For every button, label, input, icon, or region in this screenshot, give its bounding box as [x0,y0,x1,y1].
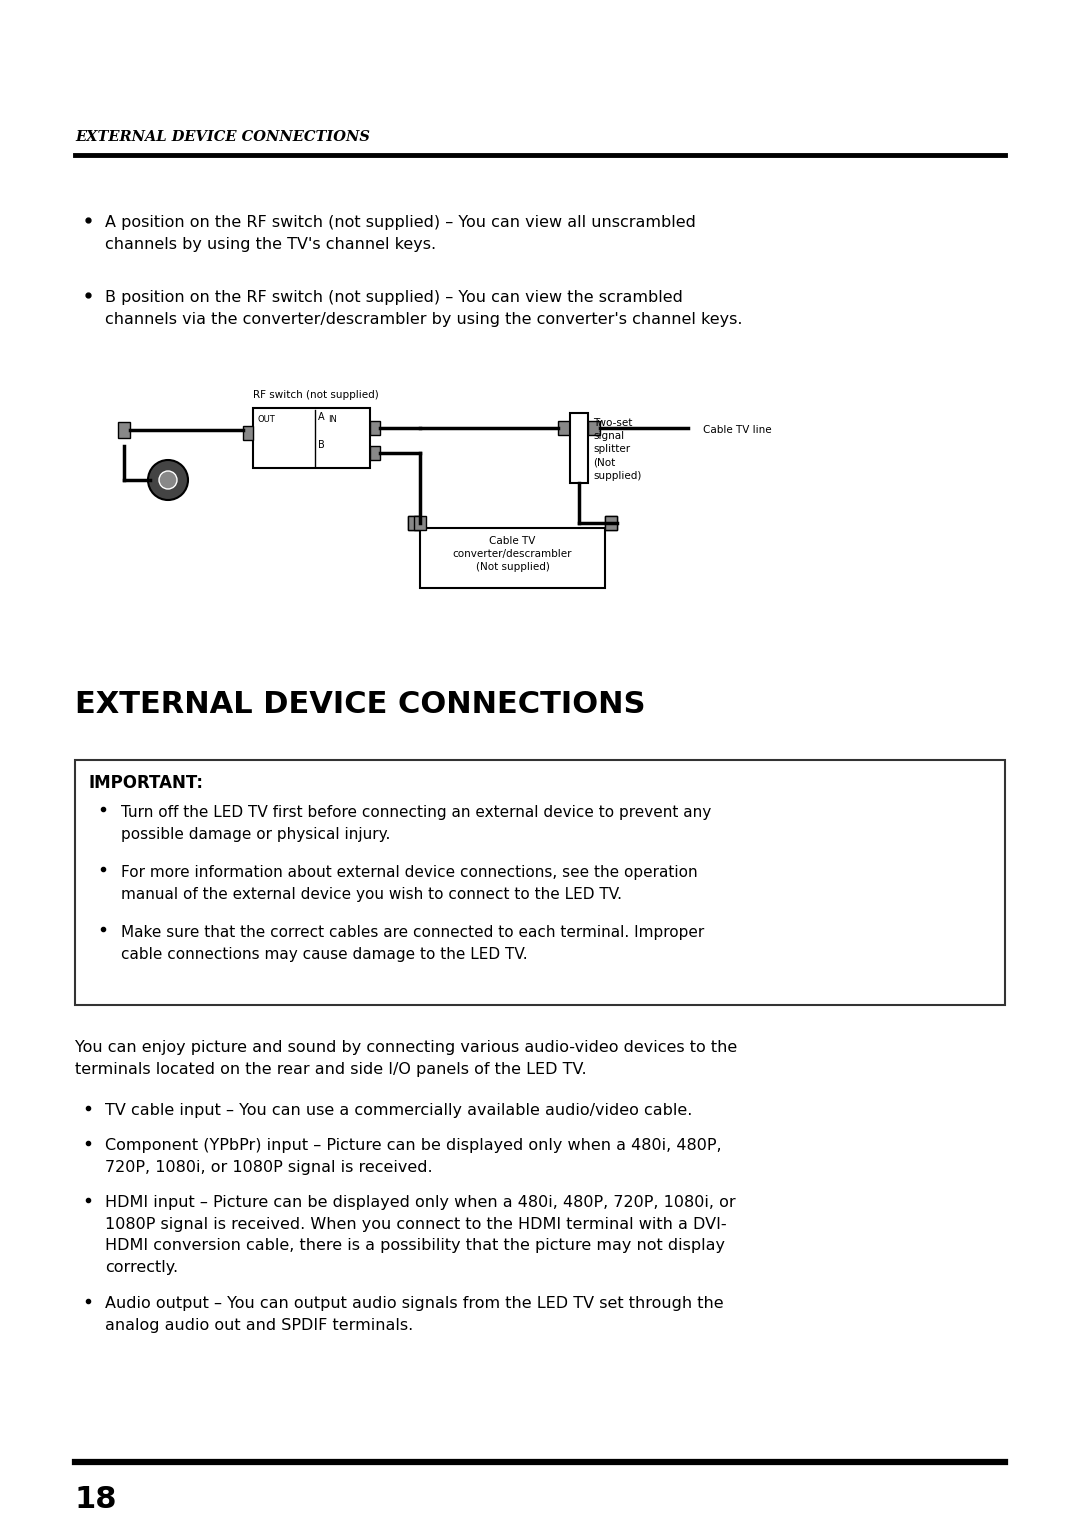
Bar [414,515,426,531]
Bar [588,420,600,434]
Text: Audio output – You can output audio signals from the LED TV set through the
anal: Audio output – You can output audio sign… [105,1297,724,1333]
Text: OUT: OUT [257,414,274,424]
Bar [420,528,605,589]
Text: B position on the RF switch (not supplied) – You can view the scrambled
channels: B position on the RF switch (not supplie… [105,291,743,327]
Text: RF switch (not supplied): RF switch (not supplied) [253,390,379,401]
Circle shape [148,460,188,500]
Text: A: A [318,411,325,422]
Bar [558,420,570,434]
Text: B: B [318,440,325,450]
Bar [75,760,1005,1005]
Text: Two-set
signal
splitter
(Not
supplied): Two-set signal splitter (Not supplied) [593,417,642,480]
Text: Cable TV
converter/descrambler
(Not supplied): Cable TV converter/descrambler (Not supp… [453,537,572,572]
Text: A position on the RF switch (not supplied) – You can view all unscrambled
channe: A position on the RF switch (not supplie… [105,216,696,252]
Bar [605,515,617,531]
Bar [408,515,420,531]
Text: For more information about external device connections, see the operation
manual: For more information about external devi… [121,865,698,902]
Text: TV cable input – You can use a commercially available audio/video cable.: TV cable input – You can use a commercia… [105,1102,692,1118]
Bar [408,515,420,531]
Text: You can enjoy picture and sound by connecting various audio-video devices to the: You can enjoy picture and sound by conne… [75,1040,738,1078]
Bar [370,446,380,460]
Text: Turn off the LED TV first before connecting an external device to prevent any
po: Turn off the LED TV first before connect… [121,804,712,841]
Text: Make sure that the correct cables are connected to each terminal. Improper
cable: Make sure that the correct cables are co… [121,925,704,962]
Text: Component (YPbPr) input – Picture can be displayed only when a 480i, 480P,
720P,: Component (YPbPr) input – Picture can be… [105,1138,721,1174]
Text: EXTERNAL DEVICE CONNECTIONS: EXTERNAL DEVICE CONNECTIONS [75,690,646,719]
Text: HDMI input – Picture can be displayed only when a 480i, 480P, 720P, 1080i, or
10: HDMI input – Picture can be displayed on… [105,1196,735,1275]
Bar [118,422,130,437]
Bar [243,427,253,440]
Text: IMPORTANT:: IMPORTANT: [89,774,204,792]
Text: EXTERNAL DEVICE CONNECTIONS: EXTERNAL DEVICE CONNECTIONS [75,130,370,144]
Text: Cable TV line: Cable TV line [703,425,771,434]
Bar [370,420,380,434]
Circle shape [159,471,177,489]
Text: IN: IN [328,414,337,424]
Bar [253,408,370,468]
Bar [570,413,588,483]
Text: 18: 18 [75,1485,118,1514]
Bar [605,515,617,531]
